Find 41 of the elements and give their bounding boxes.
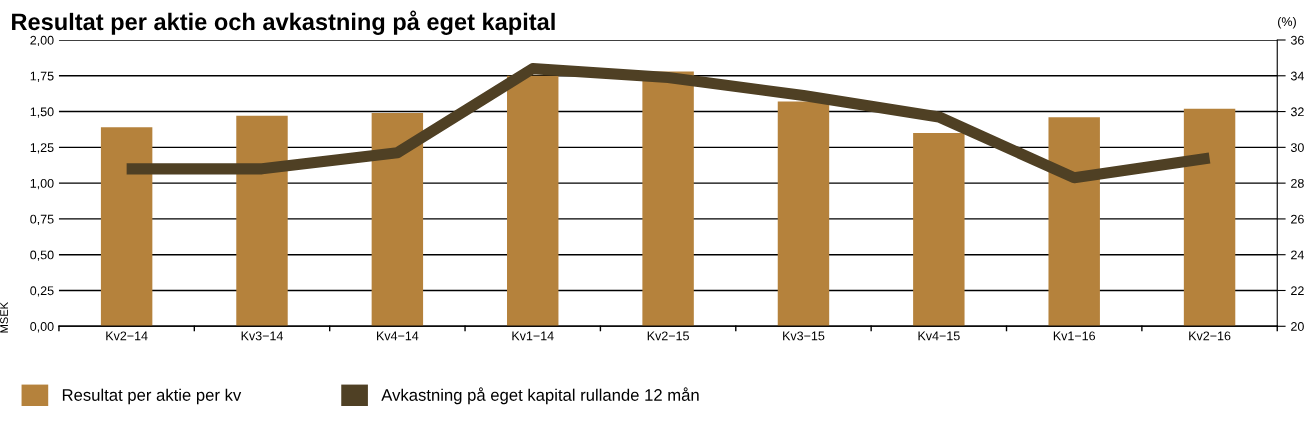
y2-tick-label: 24 [1291,250,1304,260]
x-tick-label: Kv1−14 [512,331,554,341]
y-tick-label: 1,50 [30,107,54,118]
bar [642,71,694,327]
y-tick-label: 2,00 [30,35,54,47]
bar [507,75,559,327]
bar [236,115,288,327]
bar [1183,108,1236,327]
y2-axis-title: (%) [1278,16,1296,29]
x-tick-label: Kv2−16 [1189,331,1231,341]
y2-tick-label: 30 [1290,143,1304,152]
x-tick-label: Kv2−14 [106,331,148,341]
x-tick-label: Kv4−14 [377,331,419,341]
chart-title: Resultat per aktie och avkastning på eget kapital [12,10,555,35]
bar [100,127,153,327]
y-tick-label: 0,25 [30,286,54,297]
bar [371,113,424,327]
y-tick-label: 0,00 [30,322,54,333]
y-tick-label: 0,75 [30,214,54,226]
y2-tick-label: 36 [1290,35,1304,45]
y2-tick-label: 20 [1291,322,1304,331]
y-tick-label: 0,50 [30,250,54,261]
legend-label: Avkastning på eget kapital rullande 12 mån [381,387,699,405]
x-tick-label: Kv3−15 [783,331,825,341]
y2-tick-label: 22 [1291,286,1304,296]
y-axis-title: MSEK [0,302,9,333]
y-tick-label: 1,25 [30,143,54,154]
x-tick-label: Kv4−15 [918,331,960,341]
legend-label: Resultat per aktie per kv [62,388,242,405]
y2-tick-label: 26 [1291,214,1304,224]
x-tick-label: Kv1−16 [1053,331,1096,341]
bar [1048,117,1100,327]
x-tick-label: Kv2−15 [647,331,689,341]
bar [777,101,830,327]
y2-tick-label: 34 [1290,71,1304,81]
x-tick-label: Kv3−14 [241,331,284,341]
y-tick-label: 1,75 [30,71,54,82]
y2-tick-label: 32 [1290,107,1304,117]
y-tick-label: 1,00 [30,178,54,190]
y2-tick-label: 28 [1291,178,1304,188]
bar [913,133,965,327]
